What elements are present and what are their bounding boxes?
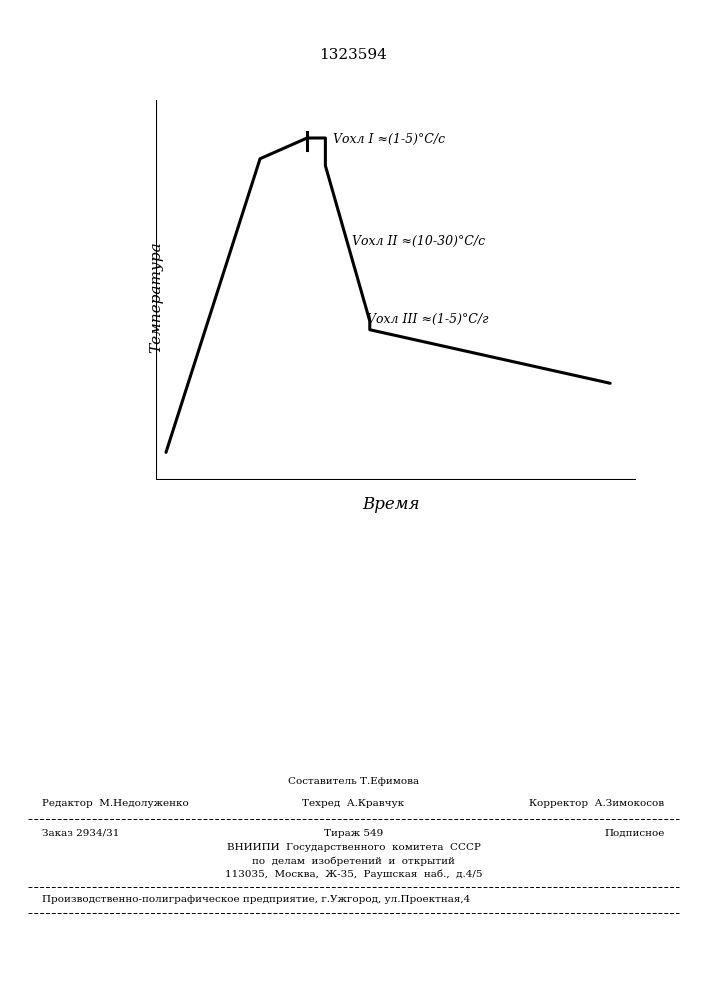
Text: ВНИИПИ  Государственного  комитета  СССР: ВНИИПИ Государственного комитета СССР bbox=[226, 844, 481, 852]
Text: Производственно-полиграфическое предприятие, г.Ужгород, ул.Проектная,4: Производственно-полиграфическое предприя… bbox=[42, 896, 471, 904]
Text: 113035,  Москва,  Ж-35,  Раушская  наб.,  д.4/5: 113035, Москва, Ж-35, Раушская наб., д.4… bbox=[225, 869, 482, 879]
Text: 1323594: 1323594 bbox=[320, 48, 387, 62]
Text: Заказ 2934/31: Заказ 2934/31 bbox=[42, 828, 119, 838]
Text: Техред  А.Кравчук: Техред А.Кравчук bbox=[303, 800, 404, 808]
Text: по  делам  изобретений  и  открытий: по делам изобретений и открытий bbox=[252, 856, 455, 866]
Text: Vохл I ≈(1-5)°C/c: Vохл I ≈(1-5)°C/c bbox=[333, 133, 445, 146]
Text: Подписное: Подписное bbox=[604, 828, 665, 838]
Text: Vохл III ≈(1-5)°C/г: Vохл III ≈(1-5)°C/г bbox=[367, 313, 489, 326]
Text: Время: Время bbox=[362, 496, 419, 513]
Text: Составитель Т.Ефимова: Составитель Т.Ефимова bbox=[288, 778, 419, 786]
Text: Vохл II ≈(10-30)°C/c: Vохл II ≈(10-30)°C/c bbox=[351, 235, 484, 248]
Text: Редактор  М.Недолуженко: Редактор М.Недолуженко bbox=[42, 800, 189, 808]
Text: Корректор  А.Зимокосов: Корректор А.Зимокосов bbox=[530, 800, 665, 808]
Text: Температура: Температура bbox=[150, 241, 163, 353]
Text: Тираж 549: Тираж 549 bbox=[324, 828, 383, 838]
